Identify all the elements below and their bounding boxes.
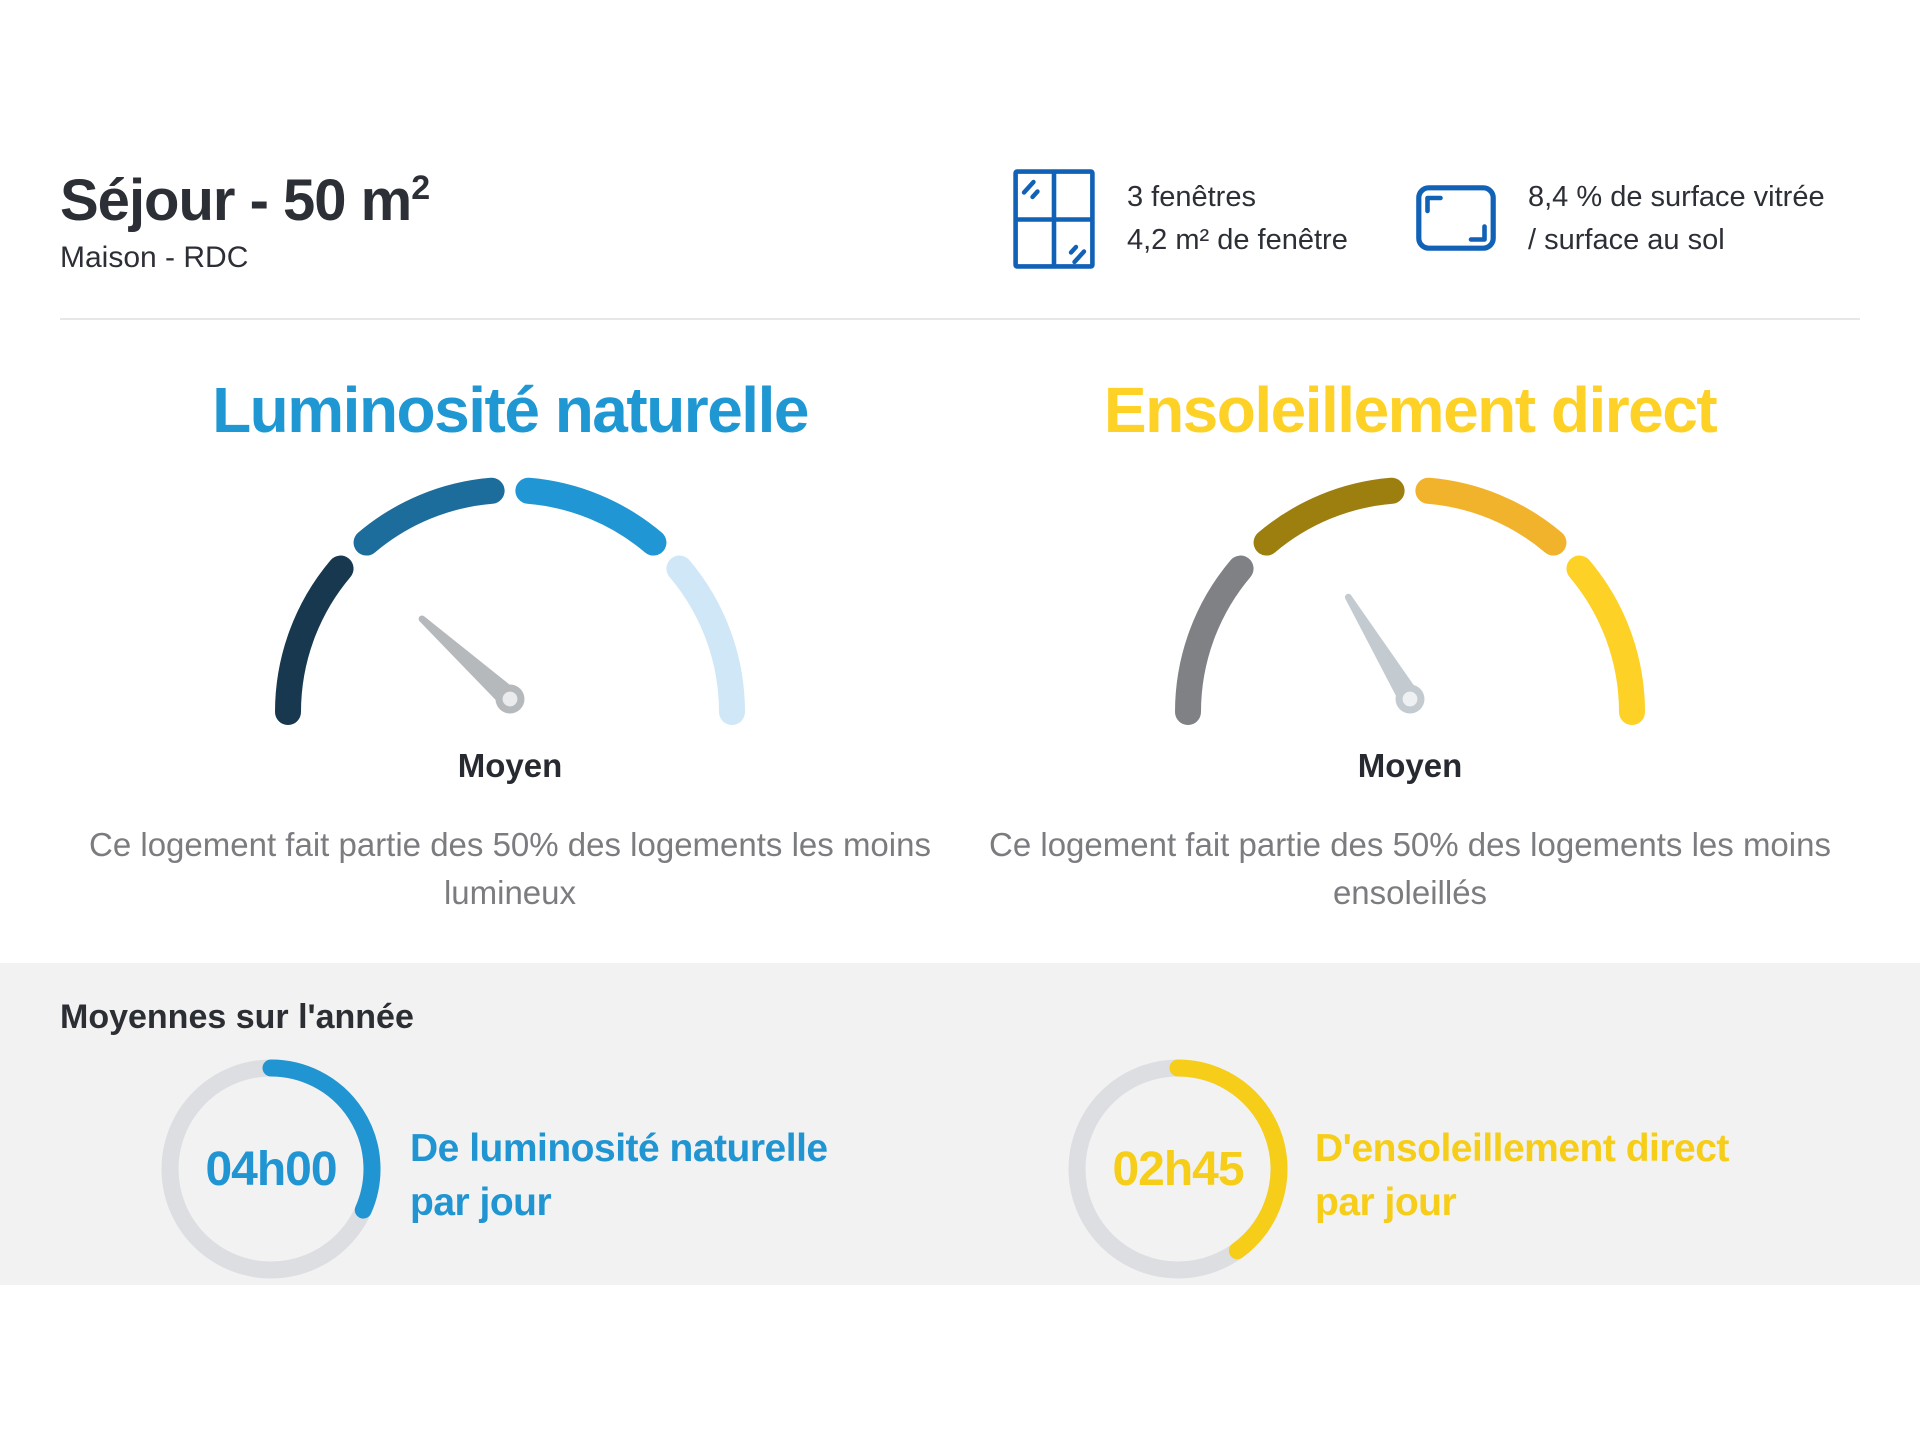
gauge-description-line: Ce logement fait partie des 50% des loge… bbox=[89, 826, 931, 863]
ring-label-ensoleillement: D'ensoleillement direct par jour bbox=[1315, 1122, 1729, 1230]
ring-label-line: D'ensoleillement direct bbox=[1315, 1127, 1729, 1170]
page-title-superscript: 2 bbox=[411, 169, 431, 207]
divider bbox=[60, 318, 1860, 320]
gauge-level-luminosite: Moyen bbox=[457, 747, 563, 784]
glazing-info: 8,4 % de surface vitrée / surface au sol bbox=[1528, 176, 1825, 262]
gauge-title-luminosite: Luminosité naturelle bbox=[212, 374, 809, 446]
glazing-ratio-2: / surface au sol bbox=[1528, 224, 1725, 256]
ring-label-luminosite: De luminosité naturelle par jour bbox=[410, 1122, 828, 1230]
ring-chart-luminosite-svg bbox=[161, 1059, 381, 1279]
averages-title: Moyennes sur l'année bbox=[60, 998, 414, 1036]
ring-label-line: De luminosité naturelle bbox=[410, 1127, 828, 1170]
ring-chart-luminosite: 04h00 bbox=[151, 1049, 391, 1289]
averages-band bbox=[0, 963, 1920, 1285]
gauge-title-ensoleillement: Ensoleillement direct bbox=[1103, 374, 1718, 446]
windows-count: 3 fenêtres bbox=[1127, 181, 1256, 213]
ring-chart-ensoleillement: 02h45 bbox=[1058, 1049, 1298, 1289]
gauge-description-luminosite: Ce logement fait partie des 50% des loge… bbox=[70, 821, 950, 917]
gauge-description-ensoleillement: Ce logement fait partie des 50% des loge… bbox=[970, 821, 1850, 917]
ring-value-ensoleillement: 02h45 bbox=[1112, 1142, 1244, 1196]
gauge-description-line: lumineux bbox=[443, 874, 577, 911]
page-title-text: Séjour - 50 m bbox=[60, 168, 412, 233]
windows-info: 3 fenêtres 4,2 m² de fenêtre bbox=[1127, 176, 1348, 262]
floor-area-icon bbox=[1416, 185, 1496, 251]
ring-chart-ensoleillement-svg bbox=[1068, 1059, 1288, 1279]
gauge-description-line: Ce logement fait partie des 50% des loge… bbox=[989, 826, 1831, 863]
glazing-ratio: 8,4 % de surface vitrée bbox=[1528, 181, 1825, 213]
gauge-level-ensoleillement: Moyen bbox=[1357, 747, 1463, 784]
page-title: Séjour - 50 m2 bbox=[60, 169, 431, 230]
gauge-chart-ensoleillement bbox=[1175, 477, 1645, 725]
gauge-description-line: ensoleillés bbox=[1332, 874, 1488, 911]
ring-value-luminosite: 04h00 bbox=[205, 1142, 337, 1196]
page-subtitle: Maison - RDC bbox=[60, 241, 249, 274]
ring-label-line: par jour bbox=[1315, 1181, 1457, 1224]
ring-label-line: par jour bbox=[410, 1181, 552, 1224]
windows-area: 4,2 m² de fenêtre bbox=[1127, 224, 1348, 256]
gauge-chart-luminosite bbox=[275, 477, 745, 725]
window-icon bbox=[1013, 169, 1095, 269]
